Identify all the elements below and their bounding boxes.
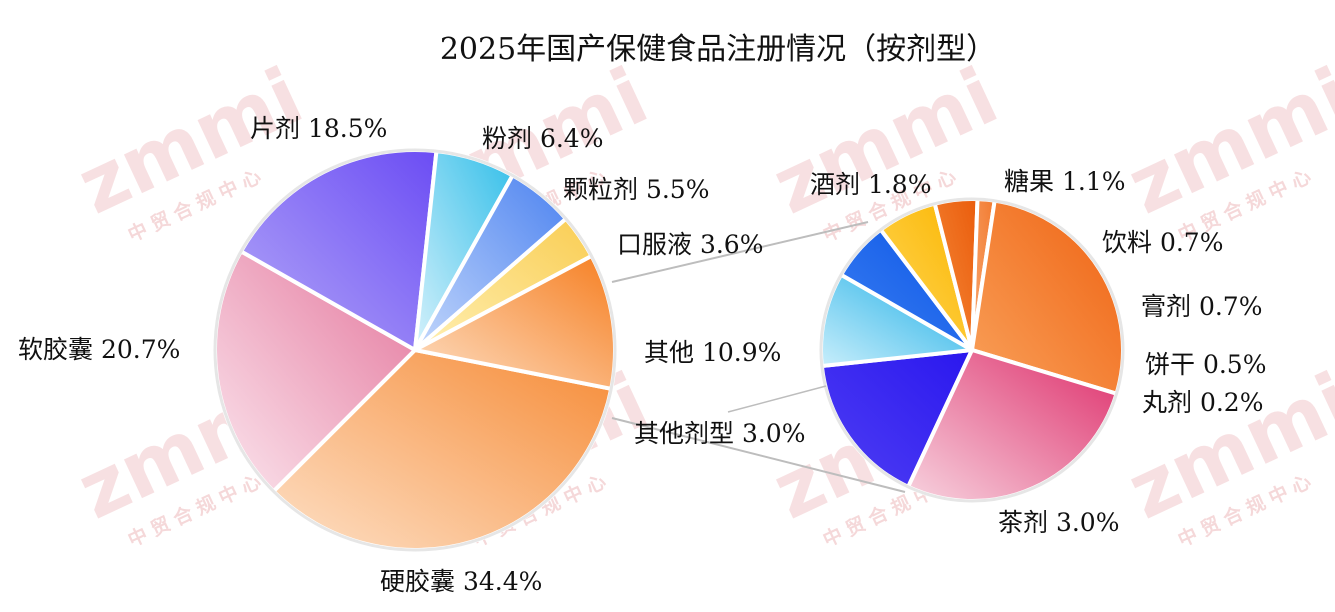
- sub-pie-label-6: 茶剂 3.0%: [998, 508, 1119, 537]
- main-pie-label-4: 颗粒剂 5.5%: [563, 175, 709, 204]
- connector-line-label: [727, 385, 827, 413]
- main-pie-label-3: 粉剂 6.4%: [482, 124, 603, 153]
- sub-pie-outline: [819, 197, 1125, 503]
- slice-labels: 硬胶囊 34.4% 软胶囊 20.7% 片剂 18.5% 粉剂 6.4% 颗粒剂 5.5…: [18, 114, 1266, 596]
- connector-line-bottom: [611, 417, 906, 493]
- sub-pie-label-2: 饮料 0.7%: [1102, 228, 1223, 257]
- parent-slice-label: 其他剂型 3.0%: [634, 419, 805, 448]
- connector-line-top: [611, 221, 869, 283]
- main-pie-label-5: 口服液 3.6%: [617, 230, 763, 259]
- main-pie-label-0: 硬胶囊 34.4%: [380, 567, 542, 596]
- sub-pie-label-5: 丸剂 0.2%: [1142, 388, 1263, 417]
- chart-title: 2025年国产保健食品注册情况（按剂型）: [440, 32, 996, 67]
- main-pie: [213, 148, 617, 552]
- main-pie-label-1: 软胶囊 20.7%: [18, 335, 180, 364]
- main-pie-outline: [213, 148, 617, 552]
- sub-pie-label-4: 饼干 0.5%: [1145, 350, 1266, 379]
- sub-pie-label-0: 酒剂 1.8%: [810, 170, 931, 199]
- main-pie-label-2: 片剂 18.5%: [250, 114, 387, 143]
- sub-pie-label-3: 膏剂 0.7%: [1141, 292, 1262, 321]
- connector-lines: [611, 221, 906, 493]
- sub-pie-label-1: 糖果 1.1%: [1004, 167, 1125, 196]
- main-pie-label-6: 其他 10.9%: [644, 338, 781, 367]
- sub-pie: [819, 197, 1125, 503]
